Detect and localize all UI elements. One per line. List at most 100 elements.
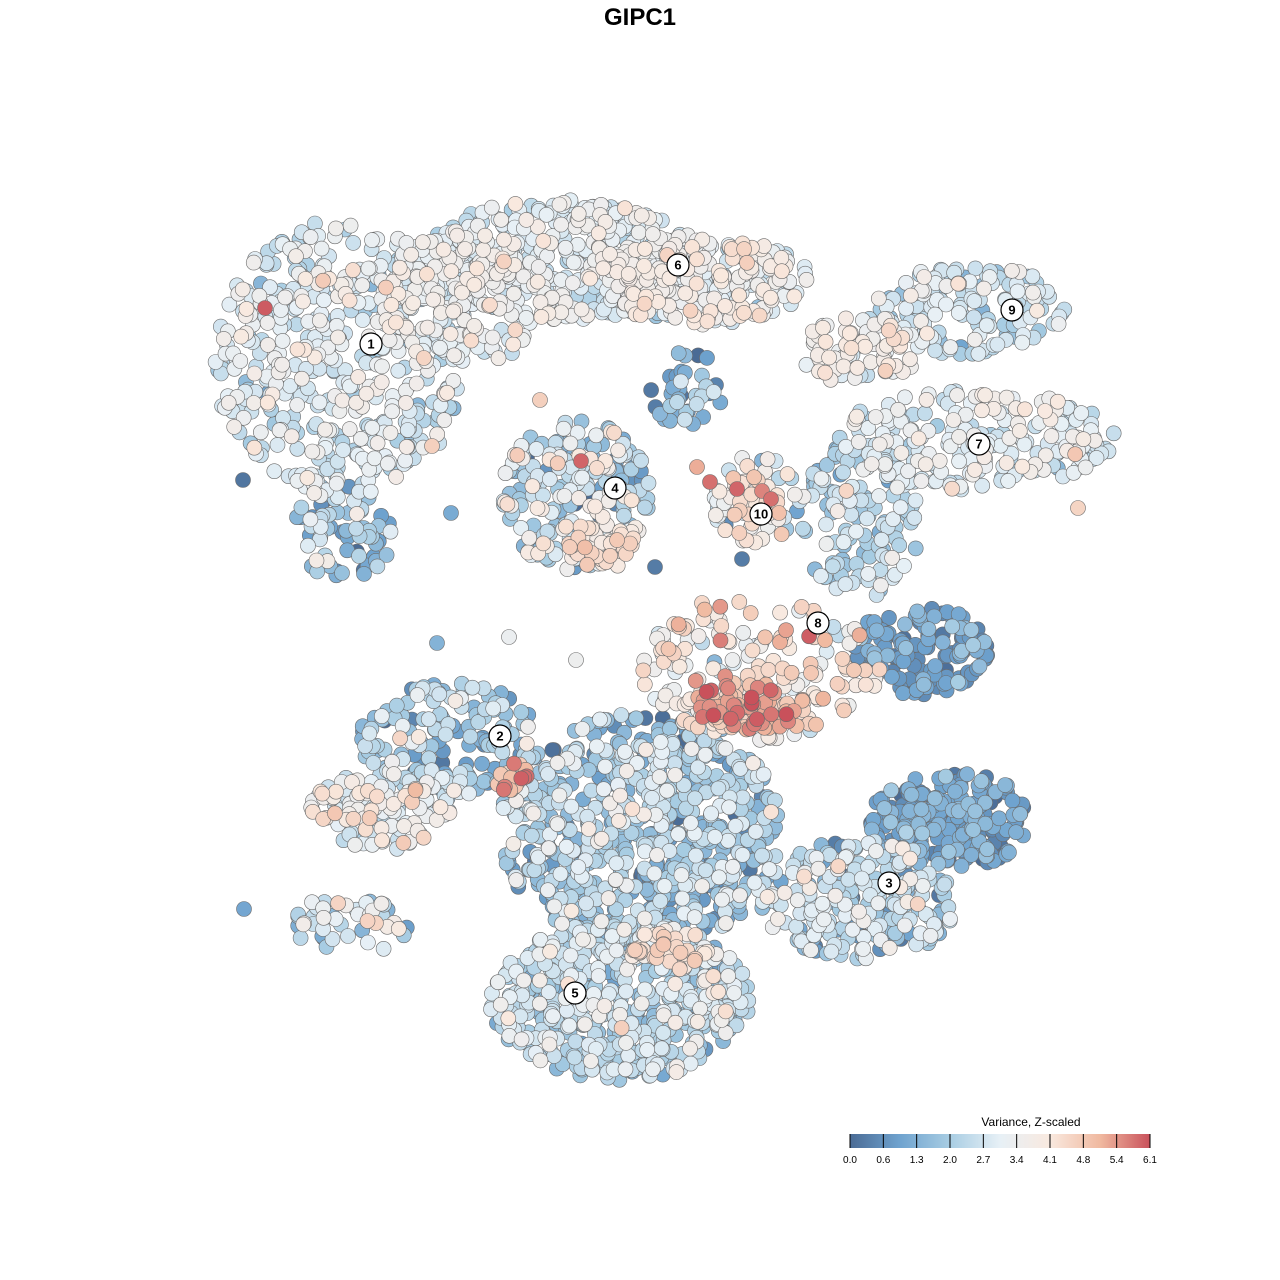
data-point [876,800,893,817]
data-point [616,507,632,524]
data-point [308,552,325,569]
data-point [649,847,665,863]
data-point [817,364,833,381]
data-point [877,362,894,379]
data-point [893,445,910,461]
data-point [759,889,776,905]
data-point [588,427,605,444]
data-point [633,207,650,224]
data-point [829,503,846,519]
data-point [508,872,525,888]
data-point [755,766,772,783]
data-point [484,329,501,346]
data-point [340,928,356,944]
data-point [518,212,535,228]
data-point [726,985,742,1001]
data-point [493,212,510,228]
data-point [568,652,584,668]
data-point [216,331,232,347]
data-point [944,618,961,635]
data-point [541,1036,558,1053]
data-point [835,464,851,481]
data-point [967,803,984,820]
data-point [907,492,924,509]
data-point [587,498,603,515]
data-point [872,577,889,594]
data-point [846,662,862,679]
data-point [1067,446,1083,463]
data-point [616,743,633,760]
data-point [686,909,703,926]
data-point [710,983,727,1000]
data-point [361,725,378,742]
data-point [535,535,552,552]
data-point [652,406,668,422]
data-point [644,226,661,242]
data-point [381,332,398,348]
data-point [574,721,591,737]
data-point [513,770,530,787]
data-point [913,473,930,489]
data-point [843,506,860,523]
data-point [796,868,812,885]
data-point [942,339,959,356]
data-point [731,594,748,610]
data-point [647,559,663,575]
data-point [435,241,452,258]
data-point [246,365,263,382]
data-point [671,961,688,978]
data-point [252,424,269,441]
data-point [369,788,385,805]
data-point [399,422,416,438]
data-point [563,798,580,815]
data-point [1075,431,1092,448]
data-point [697,862,714,879]
data-point [612,1006,628,1023]
data-point [853,870,870,887]
data-point [637,241,653,257]
data-point [620,266,637,282]
data-point [930,855,947,872]
data-point [1017,401,1033,418]
data-point [918,391,935,408]
data-point [390,920,407,937]
data-point [274,356,290,373]
data-point [246,395,262,411]
data-point [772,604,788,621]
data-point [707,507,724,523]
data-point [437,726,454,743]
data-point [1011,423,1028,439]
data-point [364,419,381,436]
data-point [793,599,810,615]
data-point [903,786,920,803]
data-point [686,952,703,969]
data-point [259,394,276,411]
data-point [965,637,981,653]
data-point [644,790,660,806]
data-point [732,887,748,904]
data-point [823,943,840,960]
data-point [698,683,715,700]
data-point [640,475,657,491]
data-point [590,968,607,984]
data-point [998,455,1015,471]
data-point [295,293,311,310]
data-point [821,349,837,366]
data-point [552,866,569,882]
data-point [855,941,871,957]
data-point [699,350,715,366]
data-point [883,782,900,799]
data-point [702,474,718,490]
data-point [659,782,675,799]
data-point [717,1003,734,1020]
data-point [627,942,643,959]
data-point [763,804,779,820]
data-point [724,858,741,875]
data-point [881,940,898,956]
data-point [720,680,737,697]
data-point [672,373,689,390]
data-point [936,876,953,893]
data-point [926,790,943,807]
data-point [354,277,371,294]
data-point [549,755,566,771]
